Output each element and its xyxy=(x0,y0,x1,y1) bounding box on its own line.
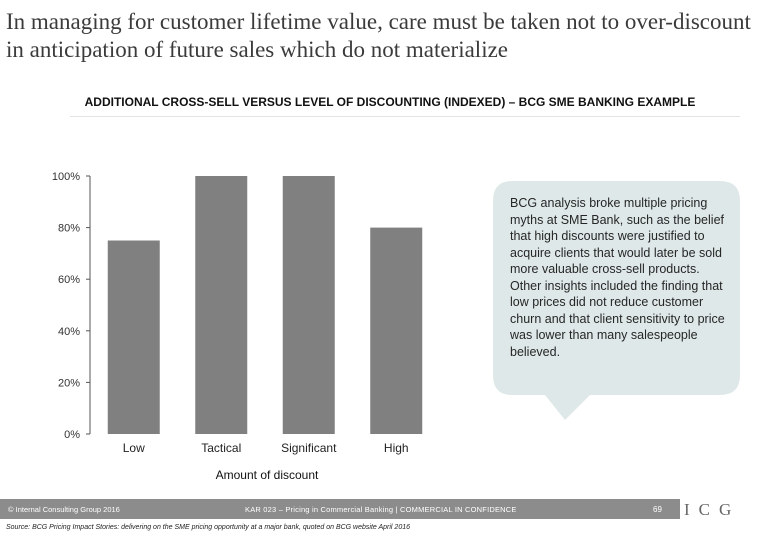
callout-text: BCG analysis broke multiple pricing myth… xyxy=(510,196,725,359)
page-number: 69 xyxy=(653,505,662,514)
bar-tactical xyxy=(195,176,248,434)
y-tick-label: 40% xyxy=(58,326,80,338)
y-tick-label: 100% xyxy=(52,171,80,183)
bar-chart: 0% 20% 40% 60% 80% 100% Low Tactical Significant… xyxy=(52,171,740,482)
footer-copyright: © Internal Consulting Group 2016 xyxy=(8,505,120,514)
footer-document-info: KAR 023 – Pricing in Commercial Banking … xyxy=(245,505,517,514)
slide-title: In managing for customer lifetime value,… xyxy=(6,9,751,62)
y-tick-label: 80% xyxy=(58,223,80,235)
bar-low xyxy=(107,240,160,434)
x-category-label: Significant xyxy=(281,441,337,455)
x-axis-title: Amount of discount xyxy=(216,468,319,482)
source-note: Source: BCG Pricing Impact Stories: deli… xyxy=(6,524,411,531)
y-tick-label: 0% xyxy=(64,429,80,441)
chart-title: ADDITIONAL CROSS-SELL VERSUS LEVEL OF DI… xyxy=(84,95,696,109)
x-category-label: Tactical xyxy=(201,441,241,455)
title-divider xyxy=(70,116,740,117)
bar-high xyxy=(370,227,423,434)
y-tick-label: 60% xyxy=(58,274,80,286)
y-tick-label: 20% xyxy=(58,377,80,389)
callout-bubble xyxy=(493,181,740,420)
icg-logo: ICG xyxy=(684,500,741,519)
footer-bar xyxy=(0,499,680,519)
bar-significant xyxy=(282,176,335,434)
x-category-label: High xyxy=(384,441,409,455)
x-category-label: Low xyxy=(123,441,145,455)
